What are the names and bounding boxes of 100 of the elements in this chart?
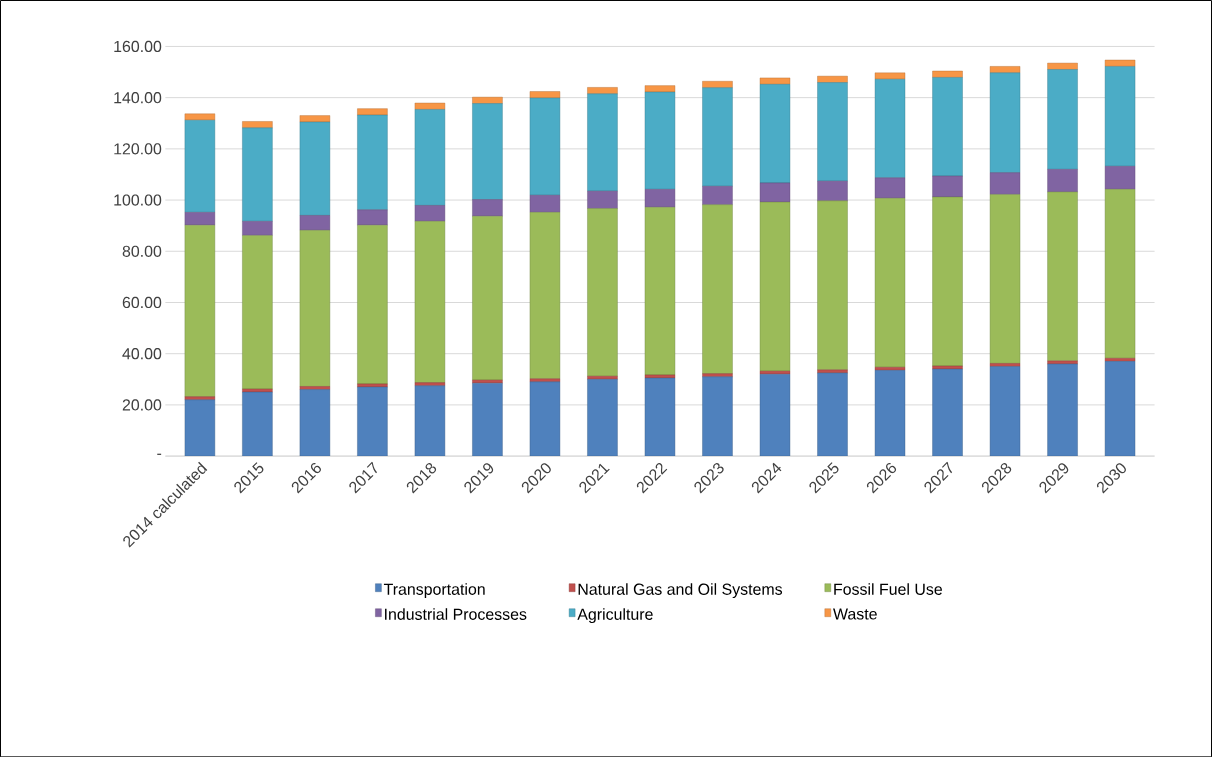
bar [242, 127, 273, 222]
bar [644, 188, 676, 208]
bar [529, 97, 561, 196]
y-tick-label: 140.00 [114, 91, 162, 104]
bar [1047, 191, 1078, 361]
bar [932, 175, 963, 198]
legend-label: Natural Gas and Oil Systems [578, 583, 783, 598]
bar [989, 172, 1021, 195]
bar [702, 80, 733, 88]
bar [989, 363, 1021, 367]
bar [587, 190, 618, 209]
bar [759, 83, 791, 183]
bar [184, 399, 216, 456]
bar [587, 93, 618, 192]
bar [414, 220, 446, 383]
bar [932, 70, 963, 78]
bar [299, 115, 331, 122]
legend-label: Industrial Processes [385, 608, 527, 620]
legend-label: Transportation [383, 583, 485, 598]
bar [644, 91, 676, 190]
bar [299, 386, 331, 390]
bar [702, 204, 733, 374]
bar [817, 200, 848, 370]
bar [472, 215, 503, 381]
bar [932, 196, 963, 367]
bar [932, 77, 963, 177]
bar [989, 72, 1021, 173]
bar [299, 121, 331, 216]
bar [184, 224, 216, 397]
bar [414, 102, 446, 110]
bar [1047, 168, 1078, 192]
bar [759, 370, 791, 375]
bar [472, 199, 503, 217]
y-tick-label: 80.00 [122, 245, 162, 257]
y-tick-label: 120.00 [114, 143, 162, 155]
bar [357, 224, 388, 384]
bar [587, 208, 618, 377]
y-tick-label: 40.00 [122, 347, 162, 360]
bar [759, 182, 791, 203]
bar [529, 194, 561, 213]
bar [587, 87, 618, 94]
y-tick-label: - [157, 453, 162, 455]
bar [1047, 69, 1078, 170]
bar [242, 121, 273, 128]
bar [242, 220, 273, 236]
bar [184, 113, 216, 121]
bar [529, 211, 561, 379]
bar [299, 229, 331, 387]
bar [414, 109, 446, 206]
bar [414, 385, 446, 456]
bar [759, 201, 791, 372]
bar [587, 378, 618, 456]
bar [702, 185, 733, 205]
bar [472, 382, 503, 456]
bar [184, 119, 216, 213]
bar [357, 108, 388, 116]
bar [874, 197, 906, 368]
bar [644, 85, 676, 93]
bar [702, 87, 733, 187]
bar [242, 235, 273, 390]
bar [1104, 361, 1136, 456]
bar [817, 75, 848, 83]
legend-label: Fossil Fuel Use [834, 583, 942, 595]
bar [874, 177, 906, 199]
bar [644, 377, 676, 456]
bar [759, 77, 791, 85]
bar [759, 373, 791, 456]
bar [1104, 357, 1136, 362]
bar [817, 180, 848, 201]
bar [1104, 66, 1136, 167]
y-tick-label: 100.00 [114, 194, 162, 206]
bar [529, 381, 561, 456]
bar [414, 205, 446, 222]
bar [299, 389, 331, 456]
bar [184, 211, 216, 226]
bar [1104, 188, 1136, 359]
bar [1047, 363, 1078, 456]
bar [817, 372, 848, 456]
bar [989, 66, 1021, 73]
bar [357, 386, 388, 456]
bar [874, 369, 906, 456]
bar [1104, 59, 1136, 67]
bar [932, 368, 963, 456]
y-tick-label: 160.00 [114, 40, 162, 52]
bar [242, 391, 273, 456]
y-tick-label: 20.00 [122, 399, 162, 411]
bar [702, 376, 733, 456]
bar [874, 78, 906, 178]
bar [1104, 165, 1136, 190]
y-tick-label: 60.00 [122, 296, 162, 308]
bar [989, 366, 1021, 456]
bar [817, 82, 848, 182]
bar [472, 103, 503, 200]
bar [874, 366, 906, 371]
bar [299, 215, 331, 231]
bar [874, 72, 906, 80]
bar [357, 114, 388, 210]
bar [989, 194, 1021, 364]
legend-label: Waste [833, 608, 877, 620]
bar [472, 96, 503, 104]
